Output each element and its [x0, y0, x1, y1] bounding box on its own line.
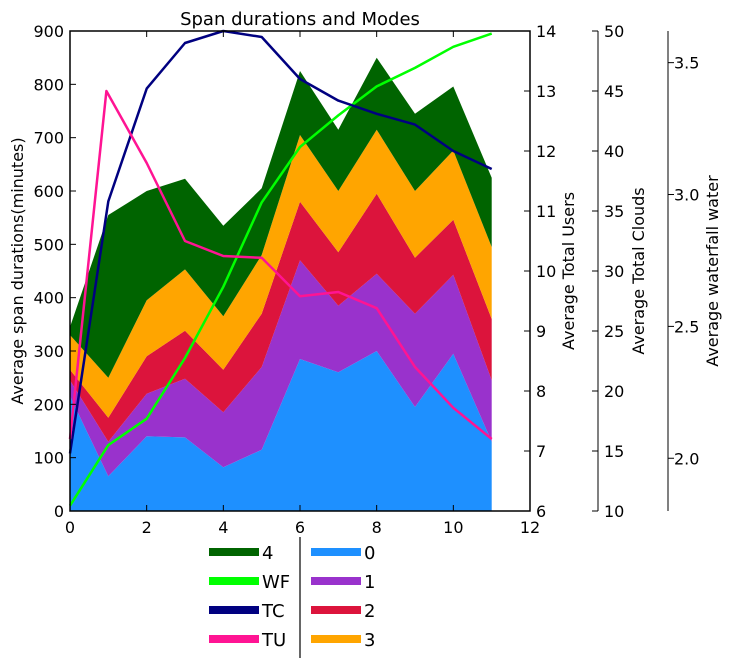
- y-users-tick-label: 13: [536, 82, 556, 101]
- y-axis-left: 0 100 200 300 400 500 600 700 800 900: [33, 22, 76, 521]
- legend-label-4: 4: [262, 543, 273, 564]
- y-users-tick-label: 9: [536, 322, 546, 341]
- y-waterfall-tick-label: 2.5: [674, 317, 699, 336]
- y-left-tick-label: 300: [33, 342, 64, 361]
- legend-label-TC: TC: [261, 601, 285, 622]
- y-left-tick-label: 500: [33, 235, 64, 254]
- y-users-tick-label: 12: [536, 142, 556, 161]
- y-axis-left-label: Average span durations(minutes): [8, 137, 27, 404]
- y-users-tick-label: 10: [536, 262, 556, 281]
- y-clouds-tick-label: 15: [604, 442, 624, 461]
- y-users-tick-label: 14: [536, 22, 556, 41]
- y-clouds-tick-label: 50: [604, 22, 624, 41]
- x-tick-label: 0: [65, 518, 75, 537]
- line-series: [68, 29, 493, 507]
- y-axis-clouds-label: Average Total Clouds: [629, 187, 648, 354]
- y-users-tick-label: 7: [536, 442, 546, 461]
- legend-label-3: 3: [364, 630, 375, 651]
- legend-swatch-TC: [209, 606, 259, 614]
- legend-swatch-3: [311, 635, 361, 643]
- legend-swatch-2: [311, 606, 361, 614]
- legend-swatch-1: [311, 577, 361, 585]
- y-clouds-tick-label: 35: [604, 202, 624, 221]
- legend-swatch-TU: [209, 635, 259, 643]
- y-waterfall-tick-label: 3.5: [674, 54, 699, 73]
- x-axis: 0 2 4 6 8 10 12: [65, 31, 540, 537]
- y-waterfall-tick-label: 3.0: [674, 186, 699, 205]
- y-left-tick-label: 200: [33, 395, 64, 414]
- y-left-tick-label: 0: [54, 502, 64, 521]
- legend-label-TU: TU: [261, 630, 286, 651]
- y-axis-users: 6 7 8 9 10 11 12 13 14: [524, 22, 556, 521]
- legend-label-2: 2: [364, 601, 375, 622]
- y-users-tick-label: 8: [536, 382, 546, 401]
- legend-label-WF: WF: [262, 572, 290, 593]
- y-left-tick-label: 900: [33, 22, 64, 41]
- legend-swatch-WF: [209, 577, 259, 585]
- area-series-3: [70, 129, 492, 418]
- y-left-tick-label: 600: [33, 182, 64, 201]
- y-axis-users-label: Average Total Users: [559, 192, 578, 350]
- x-tick-label: 8: [372, 518, 382, 537]
- y-clouds-tick-label: 45: [604, 82, 624, 101]
- y-clouds-tick-label: 30: [604, 262, 624, 281]
- legend-label-1: 1: [364, 572, 375, 593]
- y-users-tick-label: 6: [536, 502, 546, 521]
- area-series-4: [70, 57, 492, 378]
- y-clouds-tick-label: 10: [604, 502, 624, 521]
- y-axis-clouds: 10 15 20 25 30 35 40 45 50: [592, 22, 624, 521]
- y-users-tick-label: 11: [536, 202, 556, 221]
- x-tick-label: 12: [520, 518, 540, 537]
- x-tick-label: 4: [218, 518, 228, 537]
- y-clouds-tick-label: 25: [604, 322, 624, 341]
- y-left-tick-label: 800: [33, 75, 64, 94]
- y-clouds-tick-label: 20: [604, 382, 624, 401]
- legend-swatch-0: [311, 548, 361, 556]
- x-tick-label: 2: [142, 518, 152, 537]
- line-series-TC: [68, 29, 493, 454]
- chart-title: Span durations and Modes: [180, 9, 420, 30]
- y-left-tick-label: 100: [33, 449, 64, 468]
- x-tick-label: 6: [295, 518, 305, 537]
- y-axis-waterfall: 2.0 2.5 3.0 3.5: [667, 31, 699, 511]
- area-series-2: [70, 193, 492, 442]
- line-series-WF: [68, 32, 493, 507]
- legend-swatch-4: [209, 548, 259, 556]
- y-left-tick-label: 700: [33, 129, 64, 148]
- area-series-0: [70, 351, 492, 511]
- y-clouds-tick-label: 40: [604, 142, 624, 161]
- line-series-TU: [68, 89, 493, 440]
- y-left-tick-label: 400: [33, 289, 64, 308]
- stacked-areas: [70, 57, 492, 511]
- x-tick-label: 10: [443, 518, 463, 537]
- legend: 4 WF TC TU 0 1 2 3: [209, 537, 375, 658]
- y-waterfall-tick-label: 2.0: [674, 449, 699, 468]
- y-axis-waterfall-label: Average waterfall water: [703, 175, 722, 367]
- legend-label-0: 0: [364, 543, 375, 564]
- area-series-1: [70, 260, 492, 477]
